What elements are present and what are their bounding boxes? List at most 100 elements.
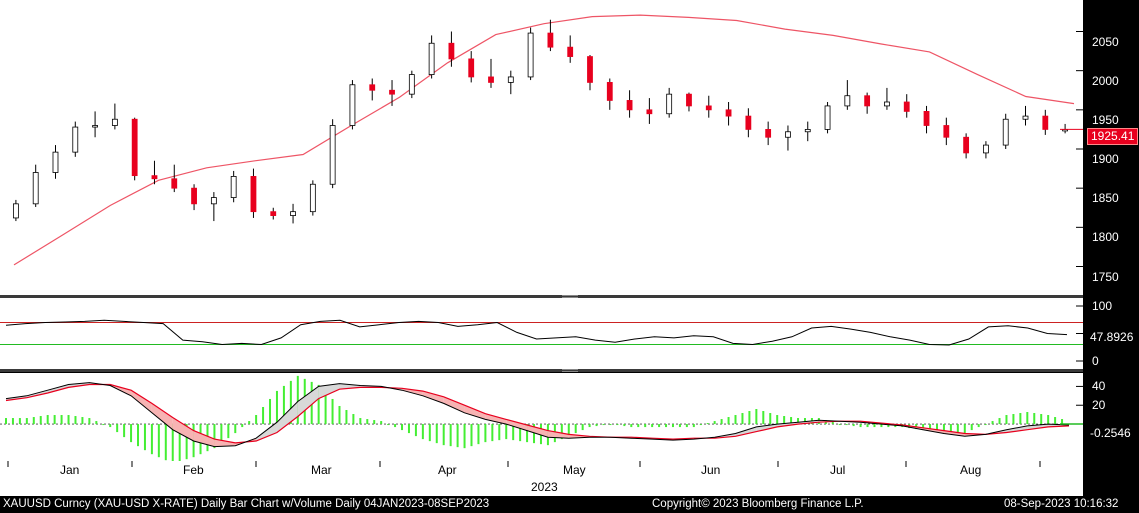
macd-histogram-bar [282,385,285,425]
macd-histogram-bar [435,424,438,444]
macd-histogram-bar [289,380,292,425]
x-axis-month-label: Feb [183,463,204,477]
candle [745,108,752,138]
last-price-tag: 1925.41 [1087,128,1139,145]
candle [131,117,138,181]
candle-body-down [1042,115,1049,130]
candle [32,164,39,207]
x-axis-panel [0,461,1083,496]
candle-body-down [705,105,712,111]
macd-histogram-bar [838,424,841,426]
macd-histogram-bar [637,424,640,428]
macd-histogram-bar [1040,414,1043,425]
candle-body-down [171,178,178,189]
x-axis-month-label: Aug [960,463,982,477]
candle-body-up [824,105,831,130]
macd-fill-below [527,425,548,438]
macd-histogram-bar [956,424,959,434]
candle [785,125,791,151]
candle [210,192,217,222]
macd-fill-below [464,405,486,420]
macd-histogram-bar [185,424,188,460]
macd-histogram-bar [776,415,779,425]
macd-histogram-bar [164,424,167,461]
candle-body-up [844,95,851,107]
macd-histogram-bar [18,418,21,425]
macd-histogram-bar [727,417,730,425]
macd-histogram-bar [783,416,786,425]
candle [349,80,356,130]
candle-body-down [567,46,574,57]
candle [230,170,237,203]
macd-histogram-bar [498,424,501,441]
macd-histogram-bar [269,398,272,425]
macd-histogram-bar [248,421,251,425]
resize-grip-icon[interactable] [562,295,578,298]
macd-histogram-bar [220,424,223,444]
macd-histogram-bar [234,424,237,434]
macd-histogram-bar [734,415,737,425]
candle [666,87,673,118]
macd-histogram-bar [748,411,751,425]
macd-chart-svg [0,375,1083,461]
macd-histogram-bar [963,424,966,434]
candle [290,203,296,224]
macd-histogram-bar [116,424,119,433]
macd-histogram-bar [442,424,445,446]
candle-body-up [72,126,79,153]
macd-histogram-bar [387,424,390,426]
macd-histogram-bar [95,421,98,425]
macd-histogram-bar [616,424,619,426]
candles [12,19,1069,224]
macd-fill-below [506,419,528,431]
candle-body-down [131,118,138,177]
price-axis-label-1850: 1850 [1092,191,1119,206]
candle [448,31,455,67]
macd-histogram-bar [741,413,744,425]
resize-grip-icon[interactable] [562,369,578,372]
macd-signal-line [5,383,1070,444]
timestamp-text: 08-Sep-2023 10:16:32 [1004,498,1119,510]
macd-histogram-bar [477,424,480,445]
candle-body-down [923,111,930,126]
macd-panel [0,373,1083,461]
candle-body-up [309,183,316,213]
candle [606,78,613,110]
candle-body-up [329,125,336,185]
macd-histogram-bar [53,415,56,425]
macd-histogram-bar [296,375,299,425]
macd-histogram-bar [588,424,591,428]
macd-histogram-bar [1033,413,1036,425]
macd-histogram-bar [130,424,133,443]
candle [1002,113,1009,149]
macd-histogram-bar [11,418,14,425]
candle-body-up [1022,115,1029,120]
macd-histogram-bar [685,424,688,428]
price-chart-svg [12,14,1083,267]
candle [329,119,336,189]
panel-divider-1[interactable] [0,295,1083,298]
macd-histogram-bar [414,424,417,437]
macd-histogram-bar [797,418,800,425]
macd-last-value-label: -0.2546 [1090,426,1131,440]
candle [626,90,633,118]
macd-histogram-bar [803,418,806,425]
panel-divider-2[interactable] [0,369,1083,372]
macd-line [5,382,1070,448]
macd-histogram-bar [720,419,723,425]
macd-histogram-bar [678,424,681,428]
macd-histogram-bar [644,424,647,428]
macd-histogram-bar [262,406,265,425]
macd-histogram-bar [46,415,49,425]
candle [864,92,871,114]
candle [646,98,653,124]
candle [468,51,475,83]
candle-body-down [270,211,277,216]
candle [1062,123,1069,134]
macd-axis-label-20: 20 [1092,398,1106,413]
macd-fill-above [276,401,298,433]
rsi-axis-label-100: 100 [1092,299,1113,313]
macd-histogram-bar [109,424,112,428]
macd-fill-below [943,430,965,437]
